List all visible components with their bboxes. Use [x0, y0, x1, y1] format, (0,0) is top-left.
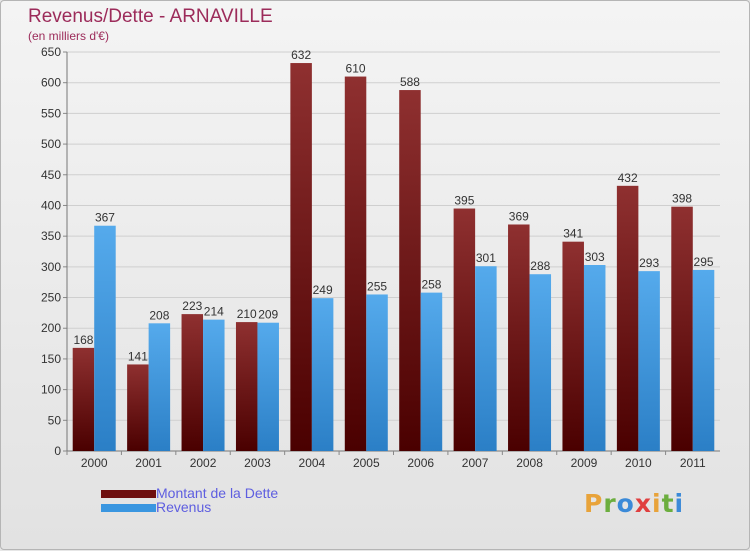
- bar-dette-2001: [127, 364, 149, 451]
- data-label-dette-2007: 395: [454, 194, 474, 208]
- y-tick-label: 600: [41, 76, 61, 90]
- y-tick-label: 100: [41, 383, 61, 397]
- x-tick-label: 2006: [407, 456, 434, 470]
- bar-revenus-2011: [692, 269, 715, 451]
- legend-label-revenus: Revenus: [156, 499, 212, 515]
- x-tick-label: 2009: [571, 456, 598, 470]
- bar-revenus-2007: [475, 266, 497, 451]
- data-label-dette-2001: 141: [128, 349, 148, 363]
- legend-swatch-revenus: [101, 504, 156, 512]
- bar-revenus-2001: [148, 323, 171, 451]
- x-tick-label: 2008: [516, 456, 543, 470]
- y-tick-label: 0: [54, 444, 61, 458]
- x-tick-label: 2003: [244, 456, 271, 470]
- y-tick-label: 450: [41, 168, 61, 182]
- bar-revenus-2003: [257, 322, 279, 451]
- data-label-revenus-2009: 303: [585, 250, 605, 264]
- data-label-revenus-2003: 209: [258, 308, 278, 322]
- logo-letter: t: [661, 489, 675, 518]
- y-tick-label: 200: [41, 321, 61, 335]
- bar-revenus-2005: [366, 294, 388, 451]
- y-tick-label: 250: [41, 291, 61, 305]
- bars: [72, 63, 715, 452]
- x-tick-label: 2010: [625, 456, 652, 470]
- data-label-dette-2004: 632: [291, 48, 311, 62]
- chart-subtitle: (en milliers d'€): [28, 29, 109, 43]
- logo-letter: i: [652, 489, 662, 518]
- x-tick-label: 2001: [135, 456, 162, 470]
- y-tick-label: 550: [41, 106, 61, 120]
- data-label-revenus-2010: 293: [639, 256, 659, 270]
- grid-lines: [67, 51, 720, 421]
- data-label-revenus-2005: 255: [367, 279, 387, 293]
- data-label-dette-2008: 369: [509, 209, 529, 223]
- chart-title: Revenus/Dette - ARNAVILLE: [28, 6, 273, 27]
- data-label-revenus-2004: 249: [313, 283, 333, 297]
- y-tick-label: 150: [41, 352, 61, 366]
- bar-revenus-2010: [638, 271, 660, 451]
- legend-label-dette: Montant de la Dette: [156, 485, 279, 501]
- bar-dette-2006: [399, 90, 421, 451]
- bar-dette-2000: [72, 347, 95, 451]
- logo-letter: o: [616, 489, 635, 518]
- data-label-revenus-2002: 214: [204, 305, 224, 319]
- bar-dette-2002: [181, 314, 204, 451]
- data-label-revenus-2006: 258: [421, 278, 441, 292]
- data-label-revenus-2001: 208: [149, 308, 169, 322]
- y-tick-label: 650: [41, 45, 61, 59]
- axes: 0 50 100 150 200 250 300 350 400 450 500 550 600 650: [41, 45, 720, 458]
- bar-revenus-2008: [529, 274, 552, 451]
- data-label-revenus-2011: 295: [694, 255, 714, 269]
- x-tick-label: 2002: [190, 456, 217, 470]
- data-label-revenus-2000: 367: [95, 211, 115, 225]
- x-tick-label: 2007: [462, 456, 489, 470]
- logo-letter: P: [584, 489, 604, 518]
- y-tick-label: 50: [48, 413, 62, 427]
- bar-dette-2003: [235, 322, 258, 451]
- y-tick-label: 300: [41, 260, 61, 274]
- data-label-revenus-2007: 301: [476, 251, 496, 265]
- bar-dette-2009: [562, 241, 584, 451]
- bar-revenus-2004: [311, 298, 334, 451]
- data-label-dette-2011: 398: [672, 192, 692, 206]
- bar-dette-2008: [508, 224, 530, 451]
- bar-revenus-2002: [203, 319, 225, 451]
- x-tick-label: 2005: [353, 456, 380, 470]
- bar-dette-2007: [453, 208, 476, 451]
- x-tick-label: 2000: [81, 456, 108, 470]
- y-tick-label: 350: [41, 229, 61, 243]
- x-tick-label: 2004: [299, 456, 326, 470]
- bar-revenus-2006: [420, 292, 443, 451]
- proxiti-logo: Proxiti: [584, 489, 684, 518]
- data-label-dette-2005: 610: [346, 62, 366, 76]
- bar-dette-2004: [290, 63, 312, 452]
- logo-letter: i: [674, 489, 685, 518]
- x-tick-label: 2011: [680, 456, 706, 470]
- bar-dette-2005: [344, 76, 367, 452]
- data-label-dette-2010: 432: [618, 171, 638, 185]
- data-label-revenus-2008: 288: [530, 259, 550, 273]
- data-label-dette-2009: 341: [563, 227, 583, 241]
- bar-revenus-2009: [583, 265, 606, 451]
- data-label-dette-2006: 588: [400, 75, 420, 89]
- bar-dette-2011: [671, 206, 693, 451]
- legend-swatch-dette: [101, 490, 156, 498]
- logo-letter: r: [603, 489, 617, 518]
- bar-dette-2010: [616, 185, 639, 451]
- bar-revenus-2000: [94, 225, 116, 451]
- data-labels: 2000 168 367 2001 141 208 2002 223 214 2003 210 209…: [73, 48, 713, 470]
- data-label-dette-2003: 210: [237, 307, 257, 321]
- y-tick-label: 400: [41, 198, 61, 212]
- logo-letter: x: [634, 489, 652, 518]
- data-label-dette-2002: 223: [182, 299, 202, 313]
- y-tick-label: 500: [41, 137, 61, 151]
- data-label-dette-2000: 168: [73, 333, 93, 347]
